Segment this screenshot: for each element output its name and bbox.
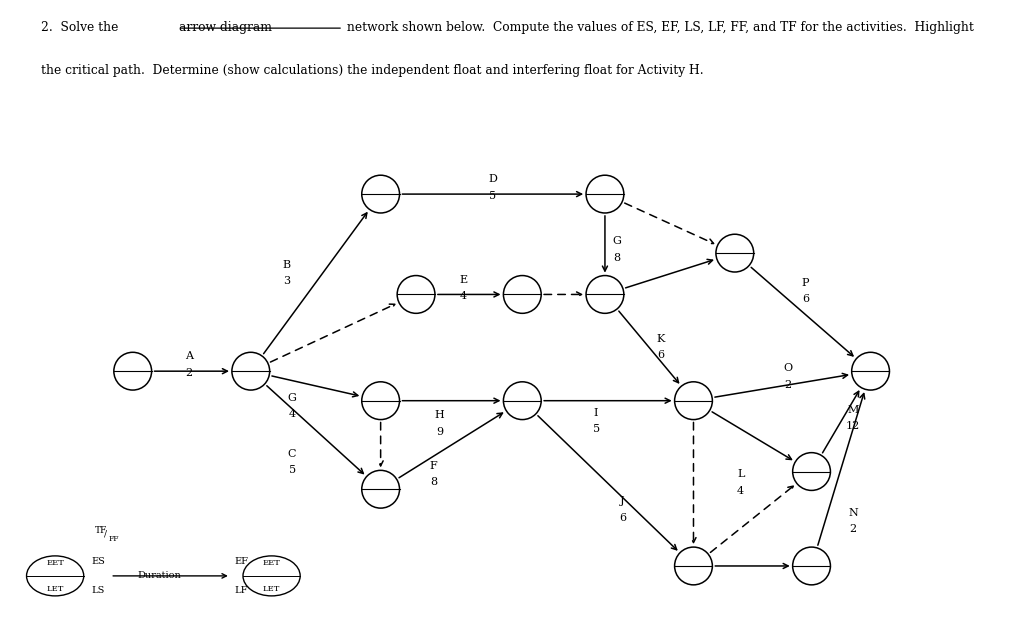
Text: 6: 6 [619, 512, 626, 522]
Text: Duration: Duration [138, 571, 181, 581]
Text: TF: TF [95, 526, 107, 534]
Text: LS: LS [92, 586, 105, 594]
Circle shape [397, 276, 435, 313]
Circle shape [675, 382, 713, 419]
Text: 4: 4 [289, 409, 296, 419]
Text: arrow diagram: arrow diagram [179, 21, 272, 34]
Text: P: P [801, 278, 810, 288]
Text: 5: 5 [489, 191, 496, 201]
Circle shape [361, 175, 399, 213]
Text: 2.  Solve the: 2. Solve the [41, 21, 123, 34]
Text: 9: 9 [436, 427, 443, 437]
Circle shape [361, 382, 399, 419]
Text: B: B [282, 260, 290, 270]
Text: H: H [435, 411, 444, 421]
Text: 2: 2 [849, 524, 857, 534]
Text: network shown below.  Compute the values of ES, EF, LS, LF, FF, and TF for the a: network shown below. Compute the values … [343, 21, 974, 34]
Circle shape [243, 556, 300, 596]
Circle shape [113, 352, 151, 390]
Circle shape [792, 452, 830, 491]
Text: A: A [185, 351, 193, 361]
Text: K: K [657, 334, 666, 344]
Circle shape [586, 175, 624, 213]
Text: ES: ES [92, 557, 106, 566]
Text: O: O [783, 363, 792, 373]
Text: 8: 8 [430, 477, 437, 487]
Text: I: I [594, 408, 598, 418]
Text: L: L [737, 469, 744, 479]
Text: 8: 8 [614, 253, 621, 263]
Text: 6: 6 [803, 294, 810, 304]
Text: LET: LET [46, 585, 64, 592]
Text: M: M [847, 404, 859, 414]
Text: G: G [288, 392, 296, 402]
Text: 2: 2 [784, 380, 791, 390]
Text: E: E [459, 275, 468, 285]
Text: EF: EF [235, 557, 249, 566]
Circle shape [586, 276, 624, 313]
Text: 5: 5 [289, 466, 296, 476]
Circle shape [852, 352, 889, 390]
Text: /: / [104, 530, 107, 539]
Circle shape [792, 547, 830, 585]
Text: G: G [613, 236, 621, 246]
Text: EET: EET [46, 559, 64, 567]
Circle shape [27, 556, 84, 596]
Text: 4: 4 [459, 291, 467, 301]
Text: FF: FF [108, 536, 118, 543]
Text: LF: LF [235, 586, 248, 594]
Text: 2: 2 [185, 368, 192, 378]
Text: 5: 5 [592, 424, 599, 434]
Circle shape [232, 352, 270, 390]
Circle shape [503, 382, 541, 419]
Text: D: D [488, 174, 497, 184]
Text: 6: 6 [658, 350, 665, 360]
Text: 4: 4 [737, 486, 744, 496]
Text: N: N [848, 508, 858, 518]
Text: C: C [288, 449, 296, 459]
Text: the critical path.  Determine (show calculations) the independent float and inte: the critical path. Determine (show calcu… [41, 64, 703, 77]
Text: F: F [430, 461, 438, 471]
Text: 12: 12 [845, 421, 860, 431]
Text: LET: LET [262, 585, 281, 592]
Circle shape [716, 234, 753, 272]
Text: J: J [621, 496, 625, 506]
Text: EET: EET [262, 559, 281, 567]
Circle shape [361, 471, 399, 508]
Circle shape [503, 276, 541, 313]
Circle shape [675, 547, 713, 585]
Text: 3: 3 [283, 276, 290, 286]
